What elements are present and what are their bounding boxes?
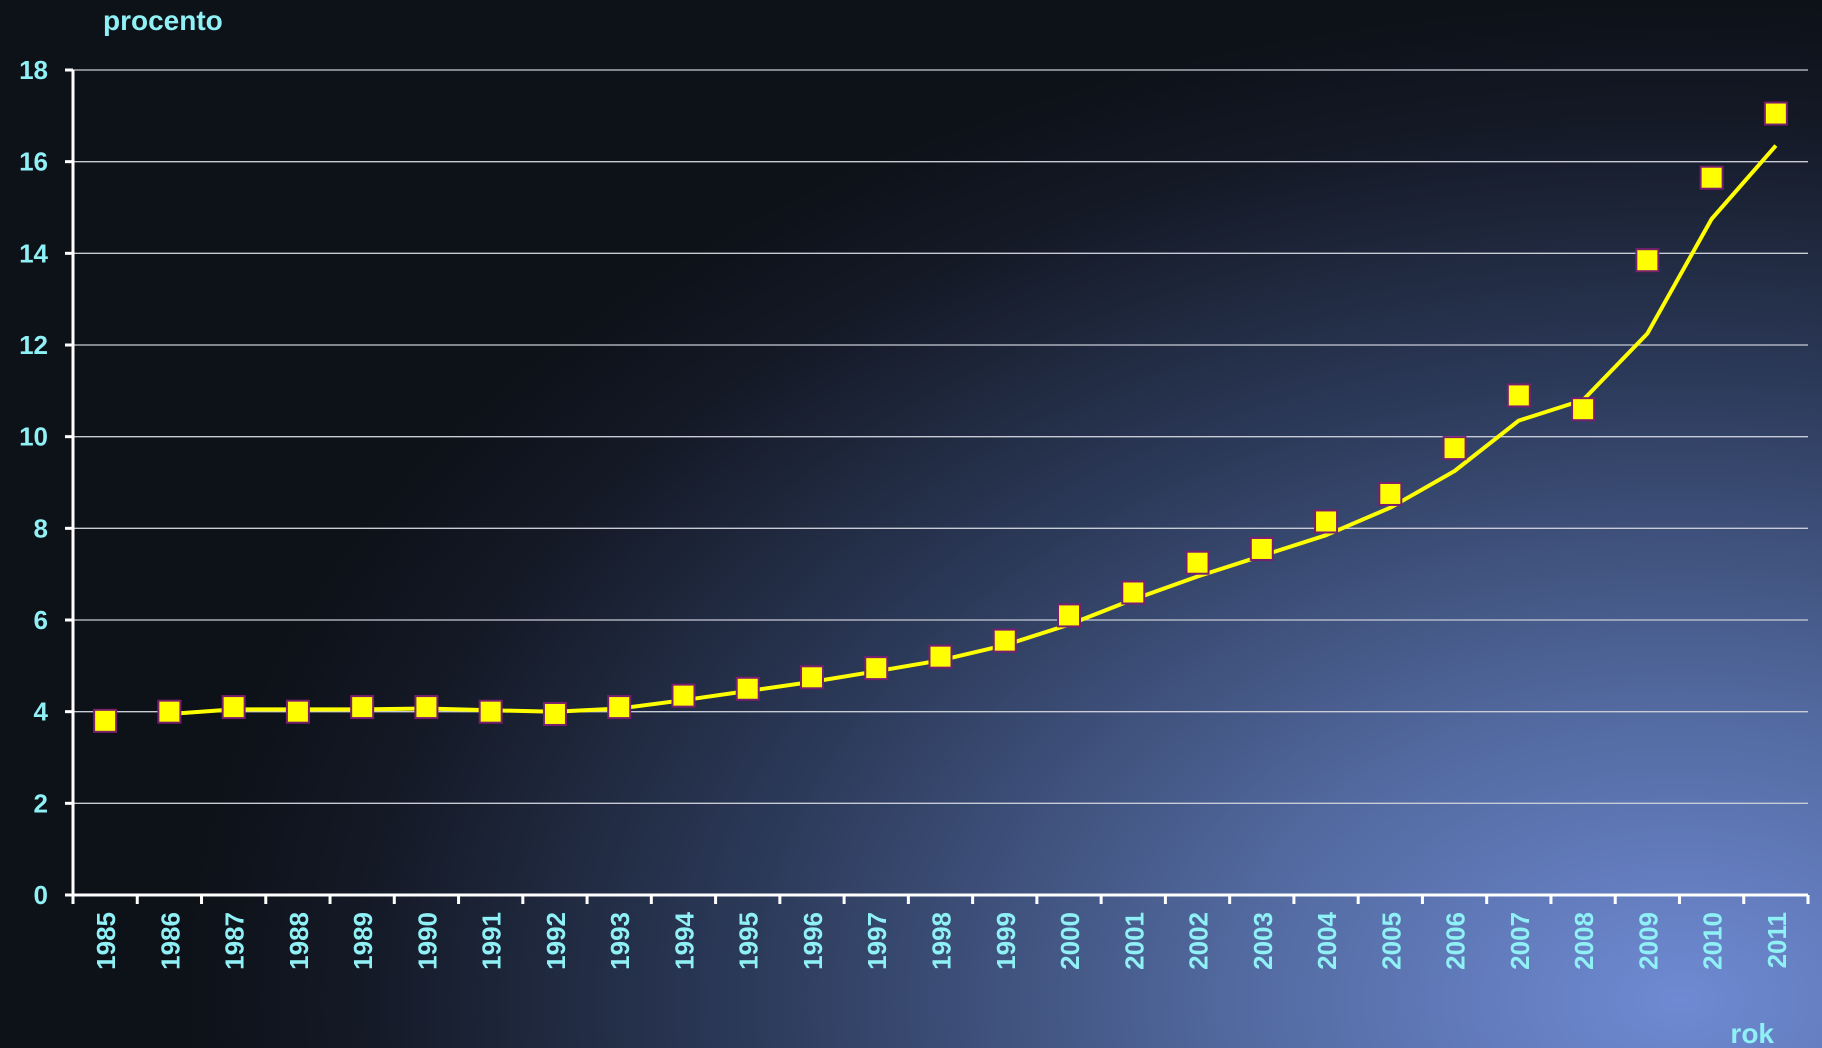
data-point	[928, 644, 953, 669]
data-point	[1249, 536, 1274, 561]
data-point	[93, 708, 118, 733]
x-tick-label: 2010	[1698, 912, 1728, 970]
grid-lines	[73, 69, 1808, 804]
x-tick-label: 1995	[734, 912, 764, 970]
x-tick-label: 1998	[927, 912, 957, 970]
data-point	[992, 628, 1017, 653]
x-tick-label: 2000	[1055, 912, 1085, 970]
data-point	[1763, 101, 1788, 126]
y-tick-label: 6	[34, 605, 48, 635]
y-axis-title: procento	[103, 5, 223, 36]
x-tick-label: 1986	[155, 912, 185, 970]
data-point	[1506, 383, 1531, 408]
data-point	[1057, 603, 1082, 628]
data-point	[1571, 397, 1596, 422]
data-point	[1314, 509, 1339, 534]
data-point	[1378, 481, 1403, 506]
x-tick-label: 2007	[1505, 912, 1535, 970]
x-tick-label: 1996	[798, 912, 828, 970]
x-tick-labels: 1985 1986 1987 1988 1989 1990 1991 1992 1993 1994…	[91, 911, 1792, 969]
x-tick-label: 1990	[412, 912, 442, 970]
y-tick-label: 14	[19, 238, 48, 268]
x-tick-label: 1993	[605, 912, 635, 970]
data-point	[1442, 436, 1467, 461]
data-point	[607, 695, 632, 720]
data-point	[735, 676, 760, 701]
series-line	[169, 144, 1778, 716]
x-tick-label: 1985	[91, 912, 121, 970]
y-tick-label: 8	[34, 513, 48, 543]
y-tick-label: 16	[19, 147, 48, 177]
y-tick-label: 10	[19, 422, 48, 452]
y-tick-labels: 0 2 4 6 8 10 12 14 16 18	[19, 55, 48, 910]
x-tick-label: 2001	[1119, 912, 1149, 970]
x-tick-label: 2011	[1762, 912, 1792, 968]
data-point	[221, 695, 246, 720]
data-point	[157, 699, 182, 724]
x-tick-label: 1987	[220, 912, 250, 970]
x-tick-label: 2003	[1248, 912, 1278, 970]
y-tick-label: 0	[34, 880, 48, 910]
x-tick-label: 2006	[1441, 912, 1471, 970]
x-tick-label: 1994	[669, 911, 699, 969]
data-point	[478, 699, 503, 724]
data-point	[414, 695, 439, 720]
data-point	[285, 699, 310, 724]
data-point	[1121, 580, 1146, 605]
y-tick-label: 4	[34, 697, 49, 727]
y-tick-label: 12	[19, 330, 48, 360]
x-tick-label: 2009	[1633, 912, 1663, 970]
x-tick-label: 2008	[1569, 912, 1599, 970]
x-tick-label: 2004	[1312, 911, 1342, 969]
y-tick-label: 18	[19, 55, 48, 85]
data-point	[542, 701, 567, 726]
data-point	[1699, 165, 1724, 190]
data-point	[799, 665, 824, 690]
data-point	[864, 656, 889, 681]
x-tick-label: 1999	[991, 912, 1021, 970]
x-axis-title: rok	[1730, 1018, 1774, 1048]
x-tick-label: 1989	[348, 912, 378, 970]
data-point	[1185, 550, 1210, 575]
x-tick-label: 1991	[477, 912, 507, 970]
series-markers	[93, 101, 1788, 733]
data-point	[671, 683, 696, 708]
x-tick-label: 2002	[1184, 912, 1214, 970]
data-point	[1635, 248, 1660, 273]
x-tick-label: 1997	[862, 912, 892, 970]
x-tick-label: 1988	[284, 912, 314, 970]
x-tick-label: 2005	[1376, 912, 1406, 970]
axes	[65, 68, 1810, 904]
data-point	[350, 695, 375, 720]
x-tick-label: 1992	[541, 912, 571, 970]
y-tick-label: 2	[34, 788, 48, 818]
